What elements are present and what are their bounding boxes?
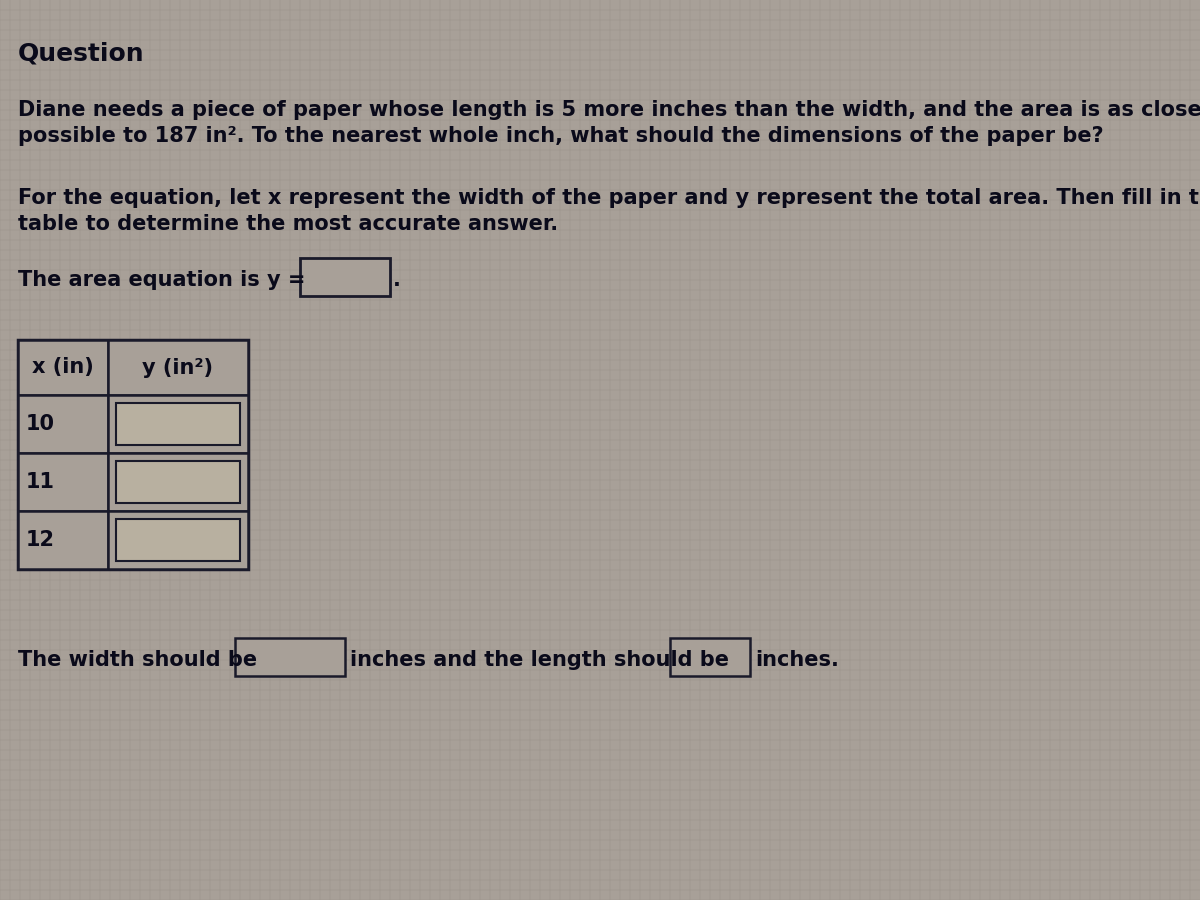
Text: The width should be: The width should be <box>18 650 257 670</box>
Bar <box>108 395 248 453</box>
Text: Question: Question <box>18 42 145 66</box>
Bar <box>300 258 390 296</box>
Text: table to determine the most accurate answer.: table to determine the most accurate ans… <box>18 214 558 234</box>
Bar <box>18 340 108 395</box>
Text: x (in): x (in) <box>32 357 94 377</box>
Text: .: . <box>394 270 401 290</box>
Bar <box>18 340 248 569</box>
Bar <box>108 340 248 395</box>
Text: 10: 10 <box>26 414 55 434</box>
Bar <box>235 638 346 676</box>
Bar <box>108 453 248 511</box>
Text: The area equation is y =: The area equation is y = <box>18 270 306 290</box>
Text: For the equation, let x represent the width of the paper and y represent the tot: For the equation, let x represent the wi… <box>18 188 1200 208</box>
Bar <box>670 638 750 676</box>
Text: inches and the length should be: inches and the length should be <box>350 650 730 670</box>
Text: 11: 11 <box>26 472 55 492</box>
Text: y (in²): y (in²) <box>143 357 214 377</box>
Bar <box>116 461 240 503</box>
Text: inches.: inches. <box>755 650 839 670</box>
Bar <box>18 453 108 511</box>
Bar <box>18 511 108 569</box>
Text: 12: 12 <box>26 530 55 550</box>
Text: possible to 187 in². To the nearest whole inch, what should the dimensions of th: possible to 187 in². To the nearest whol… <box>18 126 1104 146</box>
Text: Diane needs a piece of paper whose length is 5 more inches than the width, and t: Diane needs a piece of paper whose lengt… <box>18 100 1200 120</box>
Bar <box>108 511 248 569</box>
Bar <box>116 519 240 561</box>
Bar <box>116 403 240 445</box>
Bar <box>18 395 108 453</box>
